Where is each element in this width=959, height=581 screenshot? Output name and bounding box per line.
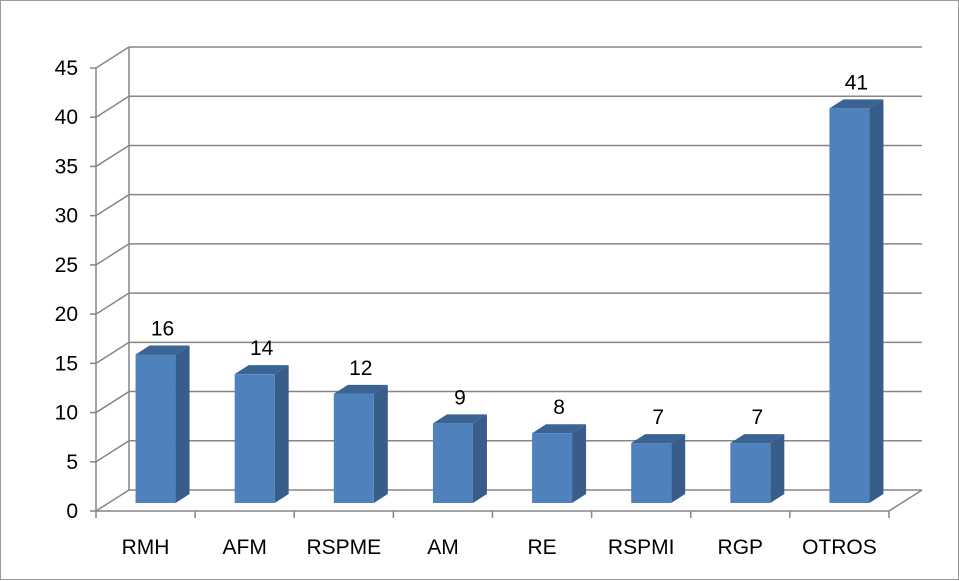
gridline-diagonal [95,390,130,414]
y-tick-label: 30 [55,205,78,228]
gridline-diagonal [95,243,130,266]
bar [532,433,573,503]
gridline-diagonal [95,292,130,315]
y-tick-label: 45 [55,57,78,80]
gridline-diagonal [95,440,130,463]
gridline-diagonal [95,194,130,217]
category-label: RSPMI [608,536,675,559]
bar-top [432,414,487,424]
category-label: OTROS [802,536,877,559]
bar [631,443,672,503]
bar-top [532,424,587,434]
bar-top [234,365,289,375]
bar-side [274,365,289,503]
data-label: 16 [151,317,174,340]
category-label: RSPME [306,536,381,559]
data-label: 9 [454,386,466,409]
gridline-diagonal [95,46,130,69]
gridline-diagonal [95,95,130,118]
y-tick-label: 35 [55,155,78,178]
data-label: 41 [845,71,868,94]
category-label: RMH [122,536,170,559]
bar-top [135,345,190,355]
gridline-diagonal [95,341,130,364]
bar-top [333,384,388,394]
floor-right-edge [888,489,923,512]
y-tick-label: 0 [66,500,78,523]
category-label: AM [427,536,459,559]
bar [135,354,176,503]
bar-side [671,434,686,503]
bar-top [631,434,686,444]
y-tick-label: 10 [55,402,78,425]
category-label: AFM [223,536,267,559]
bar-top [730,434,785,444]
y-tick-label: 15 [55,352,78,375]
data-label: 8 [553,396,565,419]
bar-side [572,424,587,503]
bar-side [472,414,487,503]
data-label: 12 [349,357,372,380]
bar-side [770,434,785,503]
data-label: 7 [751,406,763,429]
y-tick-label: 5 [66,451,78,474]
bar-side [373,384,388,503]
bar [829,108,870,503]
data-label: 7 [652,406,664,429]
y-tick-label: 25 [55,254,78,277]
bar [432,423,473,503]
bar-side [869,99,884,503]
bar-side [175,345,190,503]
category-label: RE [527,536,556,559]
category-label: RGP [718,536,764,559]
y-tick-label: 40 [55,106,78,129]
bar-top [829,99,884,109]
y-tick-label: 20 [55,303,78,326]
bar [333,393,374,503]
data-label: 14 [250,337,274,360]
bar [730,443,771,503]
gridline-diagonal [95,144,130,168]
bar [234,374,275,503]
gridline-diagonal [95,489,130,512]
